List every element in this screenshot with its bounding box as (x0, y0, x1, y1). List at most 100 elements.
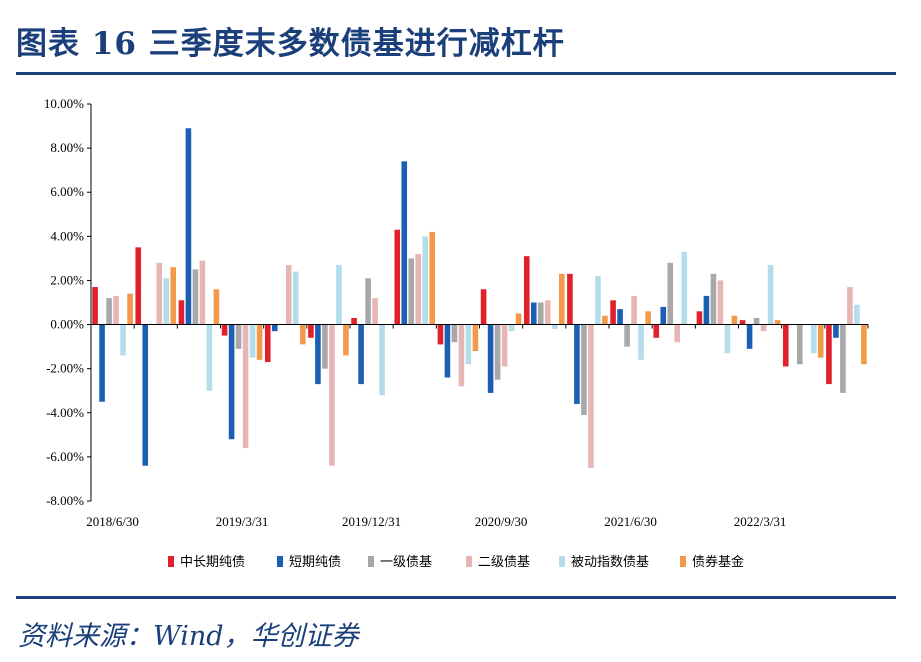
bar (415, 253, 422, 325)
bar (213, 289, 220, 325)
x-tick-label: 2019/12/31 (342, 514, 401, 529)
legend-label: 一级债基 (380, 555, 432, 570)
legend-swatch (368, 556, 374, 567)
bar (228, 324, 235, 440)
y-tick-label: 10.00% (44, 96, 84, 111)
bar (422, 236, 429, 325)
bar (437, 324, 444, 345)
bar (206, 324, 213, 391)
bar (731, 315, 738, 325)
y-axis: 10.00% 8.00% 6.00% 4.00% 2.00% 0.00% -2.00% -4.… (44, 96, 92, 508)
bar (199, 260, 206, 325)
bar (624, 324, 630, 347)
legend-label: 被动指数债基 (571, 555, 649, 570)
x-tick-label: 2018/6/30 (86, 514, 139, 529)
bar (142, 324, 149, 466)
bar (501, 324, 508, 367)
bar (444, 324, 451, 378)
bar (242, 324, 249, 449)
bar (249, 324, 256, 358)
y-tick-label: -8.00% (46, 493, 84, 508)
bar (299, 324, 306, 345)
bar (810, 324, 817, 354)
bar (581, 324, 587, 415)
bar (365, 278, 371, 325)
y-tick-label: 6.00% (50, 184, 84, 199)
bar (588, 324, 594, 468)
bar (717, 280, 724, 325)
bar (617, 309, 623, 325)
bar (696, 311, 703, 325)
bar (645, 311, 651, 325)
bar (710, 273, 717, 325)
bar (271, 324, 278, 332)
bar (358, 324, 364, 385)
legend-label: 短期纯债 (289, 555, 341, 570)
x-tick-label: 2022/3/31 (734, 514, 787, 529)
bar (163, 278, 170, 325)
bar (667, 262, 674, 325)
bar (127, 293, 133, 325)
bar (494, 324, 501, 380)
bar (660, 306, 667, 325)
bar (292, 271, 299, 325)
x-tick-label: 2020/9/30 (475, 514, 528, 529)
bar (558, 273, 565, 325)
bar (724, 324, 731, 354)
bar (753, 317, 760, 325)
bar (92, 287, 98, 325)
bar (408, 258, 415, 325)
bar (782, 324, 789, 367)
footer-rule (16, 596, 896, 599)
bar (567, 273, 573, 325)
bar (264, 324, 271, 363)
x-tick-label: 2021/6/30 (604, 514, 657, 529)
bar (537, 302, 544, 325)
y-tick-label: 8.00% (50, 140, 84, 155)
bar (322, 324, 328, 369)
bar (192, 269, 199, 325)
bar (681, 251, 688, 325)
bar (113, 295, 119, 325)
header-rule (16, 72, 896, 75)
legend-swatch (277, 556, 283, 567)
bar (185, 128, 192, 325)
bar (458, 324, 465, 387)
legend-swatch (466, 556, 472, 567)
bar (379, 324, 385, 396)
bar (530, 302, 537, 325)
bar (767, 265, 774, 325)
bar (99, 324, 105, 402)
bar (760, 324, 767, 332)
bar (610, 300, 616, 325)
bar (372, 298, 378, 325)
y-tick-label: -6.00% (46, 449, 84, 464)
bar (638, 324, 644, 360)
legend-swatch (559, 556, 565, 567)
bar (551, 324, 558, 329)
bar (746, 324, 753, 349)
bar (796, 324, 803, 365)
bar (170, 267, 177, 325)
bar (315, 324, 321, 385)
bar (840, 324, 846, 393)
bar (854, 304, 860, 325)
bar (343, 324, 349, 356)
bar (394, 229, 401, 325)
y-tick-label: -4.00% (46, 405, 84, 420)
bar (739, 320, 746, 325)
bar (861, 324, 867, 365)
bar (631, 295, 637, 325)
bar (574, 324, 580, 404)
bar (285, 265, 292, 325)
y-tick-label: 0.00% (50, 317, 84, 332)
x-tick-label: 2019/3/31 (216, 514, 269, 529)
bar (451, 324, 458, 343)
bar-chart: 10.00% 8.00% 6.00% 4.00% 2.00% 0.00% -2.00% -4.… (44, 96, 869, 570)
legend-label: 二级债基 (478, 555, 530, 570)
bar (106, 298, 112, 325)
bar (156, 262, 163, 325)
legend: 中长期纯债 短期纯债 一级债基 二级债基 被动指数债基 债券基金 (168, 554, 744, 570)
bar (653, 324, 660, 338)
legend-label: 中长期纯债 (180, 555, 245, 570)
